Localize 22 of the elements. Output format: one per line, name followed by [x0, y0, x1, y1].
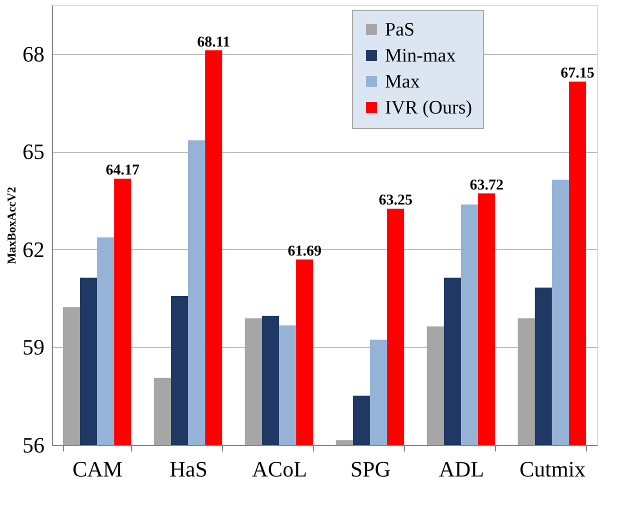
- y-tick-label: 68: [22, 41, 44, 66]
- x-tick-label: SPG: [350, 456, 391, 482]
- y-tick-label: 56: [22, 432, 44, 458]
- x-tick-label: HaS: [170, 456, 208, 482]
- x-tick-label: ADL: [438, 456, 484, 482]
- data-label: 61.69: [288, 244, 322, 260]
- x-tick-label: ACoL: [252, 456, 308, 482]
- y-tick-label: 59: [22, 334, 44, 360]
- data-label: 64.17: [106, 162, 140, 179]
- x-tick-label: CAM: [72, 456, 123, 482]
- data-label: 68.11: [197, 34, 230, 50]
- data-label: 63.72: [470, 177, 504, 194]
- legend-label: IVR (Ours): [385, 98, 472, 118]
- y-axis-title: MaxBoxAccV2: [4, 186, 18, 264]
- data-label: 63.25: [378, 192, 412, 209]
- x-tick-label: Cutmix: [519, 456, 586, 482]
- data-label: 67.15: [560, 66, 594, 82]
- y-tick-label: 62: [22, 236, 44, 262]
- legend-label: Min-max: [385, 46, 456, 66]
- legend-label: Max: [385, 72, 420, 92]
- y-tick-label: 65: [22, 139, 44, 164]
- legend-label: PaS: [385, 20, 415, 40]
